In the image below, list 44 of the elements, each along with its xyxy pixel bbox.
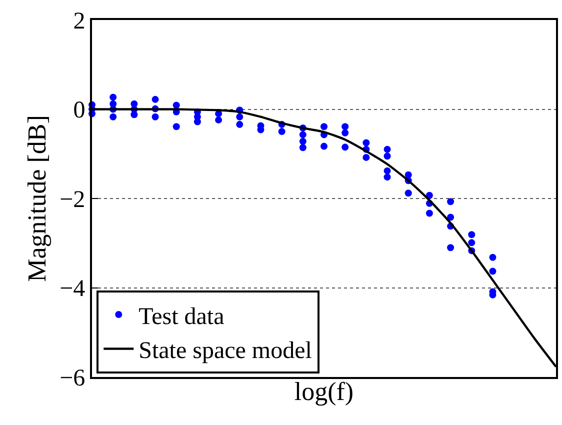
point bbox=[342, 144, 349, 151]
point bbox=[404, 190, 412, 197]
point bbox=[320, 123, 328, 130]
point bbox=[236, 113, 244, 120]
point bbox=[447, 244, 454, 252]
point bbox=[236, 120, 244, 128]
point bbox=[299, 131, 306, 138]
legend-label: Test data bbox=[138, 304, 225, 330]
point bbox=[384, 152, 391, 160]
point bbox=[342, 123, 349, 130]
point bbox=[384, 167, 391, 174]
x-axis-title: log(f) bbox=[294, 377, 354, 406]
point bbox=[299, 138, 306, 145]
point bbox=[447, 214, 454, 221]
y-axis-title: Magnitude [dB] bbox=[22, 115, 52, 282]
point bbox=[362, 139, 370, 146]
point bbox=[362, 154, 370, 161]
y-tick-label: 2 bbox=[73, 8, 86, 34]
y-tick-label: 0 bbox=[73, 98, 86, 124]
point bbox=[152, 96, 159, 103]
point bbox=[489, 254, 496, 261]
y-tick-label: −4 bbox=[60, 276, 86, 302]
point bbox=[299, 144, 306, 152]
point bbox=[320, 142, 328, 150]
legend-label: State space model bbox=[138, 338, 312, 364]
point bbox=[384, 146, 391, 153]
point bbox=[172, 123, 180, 130]
point bbox=[468, 239, 476, 246]
y-tick-label: −6 bbox=[60, 365, 86, 392]
y-tick-label: −2 bbox=[60, 186, 86, 213]
point bbox=[468, 231, 476, 238]
point bbox=[194, 118, 201, 126]
point bbox=[278, 128, 286, 136]
point bbox=[426, 210, 433, 217]
point bbox=[447, 198, 454, 206]
point bbox=[152, 113, 159, 120]
point bbox=[130, 111, 138, 118]
point bbox=[384, 174, 391, 181]
point bbox=[489, 268, 496, 275]
point bbox=[342, 129, 349, 136]
point bbox=[215, 116, 222, 124]
point bbox=[172, 102, 180, 109]
point bbox=[110, 94, 117, 101]
point bbox=[110, 113, 117, 120]
